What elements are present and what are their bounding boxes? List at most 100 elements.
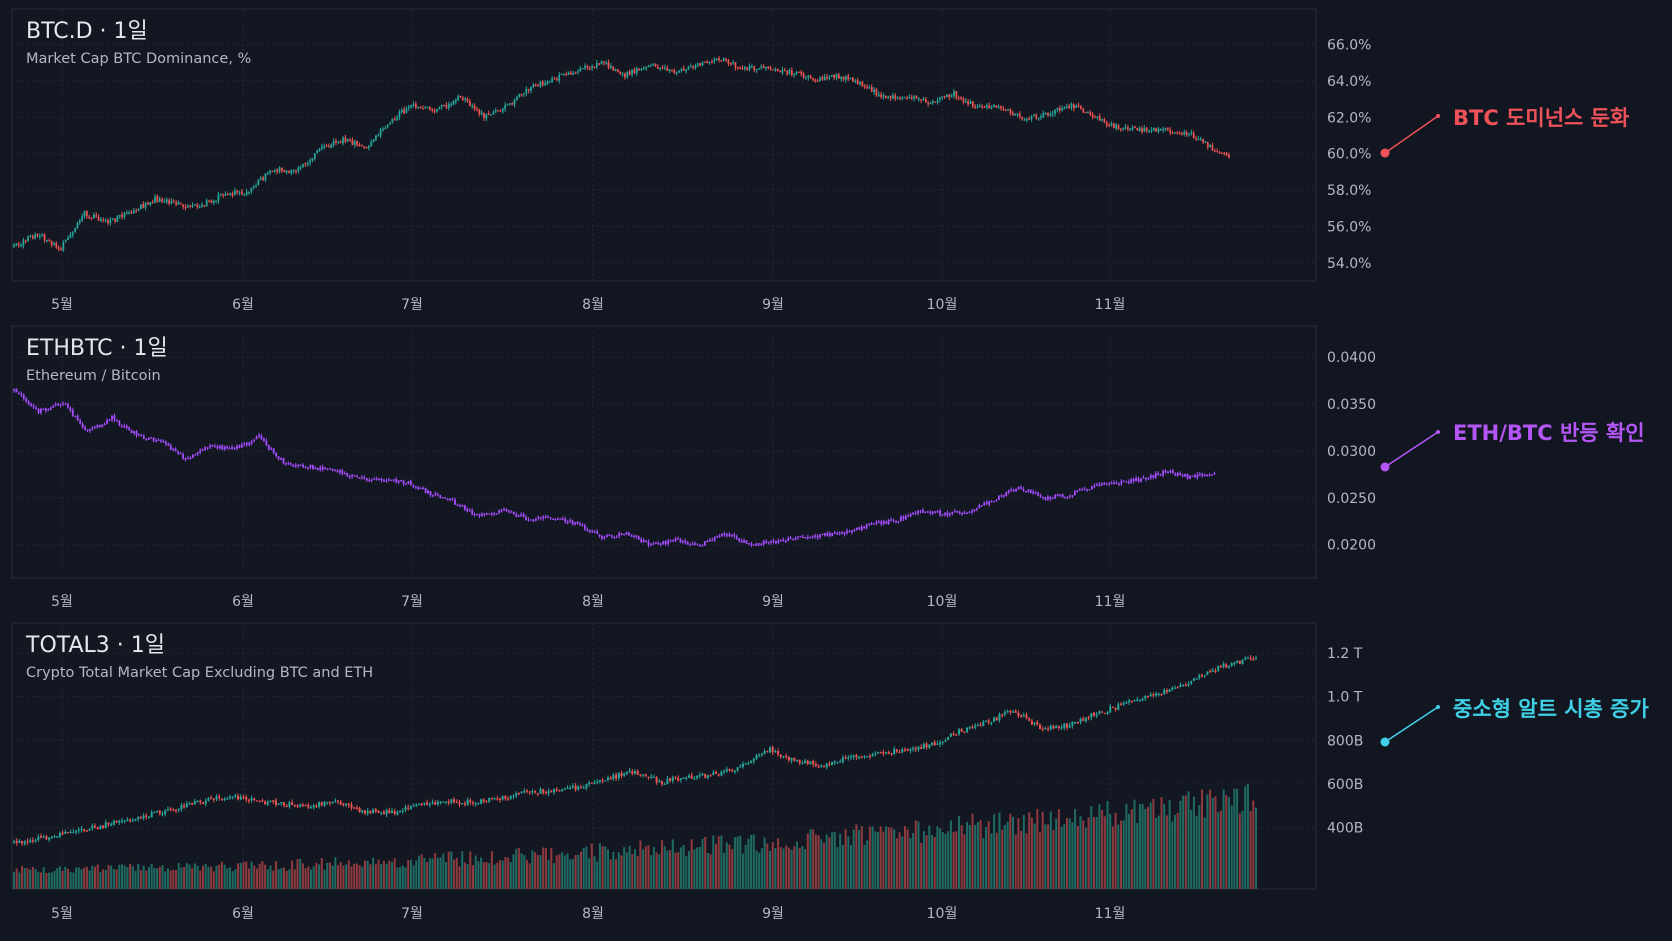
candle-body xyxy=(304,804,307,807)
volume-bar xyxy=(785,845,788,889)
candle-body xyxy=(365,147,368,149)
candle-body xyxy=(610,535,613,537)
candle-body xyxy=(577,786,580,790)
x-tick-label: 6월 xyxy=(232,906,254,922)
candle-body xyxy=(447,104,450,109)
volume-bar xyxy=(401,865,404,889)
candle-body xyxy=(25,398,28,402)
candle-body xyxy=(777,751,780,755)
candle-body xyxy=(1155,128,1157,132)
candle-body xyxy=(175,202,178,206)
candle-body xyxy=(510,511,513,513)
candle-body xyxy=(315,805,318,808)
btcd-x-axis: 5월 6월 7월 8월 9월 10월 11월 xyxy=(51,297,1125,313)
volume-bar xyxy=(1006,821,1009,889)
volume-bar xyxy=(250,861,253,889)
candle-body xyxy=(609,777,612,780)
volume-bar xyxy=(417,855,421,889)
ethbtc-pane[interactable]: ETHBTC · 1일 Ethereum / Bitcoin 0.04000.0… xyxy=(11,325,1376,610)
candle-body xyxy=(471,802,475,804)
volume-bar xyxy=(1063,824,1066,889)
candle-body xyxy=(1131,127,1134,130)
candle-body xyxy=(112,820,115,825)
y-tick-label: 62.0% xyxy=(1327,110,1371,126)
btcd-candles[interactable] xyxy=(13,56,1230,253)
candle-body xyxy=(102,825,105,829)
candle-body xyxy=(384,127,387,130)
candle-body xyxy=(125,425,128,428)
candle-body xyxy=(692,66,695,69)
candle-body xyxy=(156,196,159,202)
candle-body xyxy=(1211,474,1213,476)
volume-bar xyxy=(112,869,115,889)
candle-body xyxy=(1213,472,1216,475)
volume-bar xyxy=(558,854,561,889)
candle-body xyxy=(273,170,276,172)
candle-body xyxy=(1054,494,1057,499)
candle-body xyxy=(441,497,444,499)
candle-body xyxy=(1171,687,1174,690)
candle-body xyxy=(1197,139,1200,141)
candle-body xyxy=(960,729,963,732)
volume-bar xyxy=(582,847,585,889)
total3-pane[interactable]: TOTAL3 · 1일 Crypto Total Market Cap Excl… xyxy=(11,622,1363,922)
volume-bar xyxy=(237,863,240,889)
candle-body xyxy=(544,516,547,518)
candle-body xyxy=(563,73,565,75)
candle-body xyxy=(576,522,579,524)
candle-body xyxy=(285,463,287,465)
candle-body xyxy=(95,214,98,217)
volume-bar xyxy=(663,846,666,889)
volume-bar xyxy=(779,847,782,889)
candle-body xyxy=(341,470,344,474)
candle-body xyxy=(788,69,791,75)
volume-bar xyxy=(658,854,661,889)
candle-body xyxy=(1186,474,1189,479)
candle-body xyxy=(887,96,890,98)
volume-bar xyxy=(563,855,566,889)
candle-body xyxy=(1178,133,1181,135)
candle-body xyxy=(633,771,637,774)
candle-body xyxy=(1124,127,1127,129)
candle-body xyxy=(93,427,96,429)
candle-body xyxy=(182,204,185,207)
volume-bar xyxy=(1090,806,1093,889)
volume-bar xyxy=(650,855,653,889)
candle-body xyxy=(180,804,183,810)
volume-bar xyxy=(1101,810,1104,889)
candle-body xyxy=(532,519,535,522)
candle-body xyxy=(569,520,572,523)
volume-bar xyxy=(69,872,72,889)
candle-body xyxy=(187,205,189,208)
candle-body xyxy=(269,800,272,802)
candle-body xyxy=(110,824,113,826)
candle-body xyxy=(752,544,755,546)
volume-bar xyxy=(860,826,863,889)
candle-body xyxy=(442,801,445,803)
volume-bar xyxy=(431,858,434,889)
volume-bar xyxy=(901,836,904,889)
volume-bar xyxy=(277,869,280,889)
candle-body xyxy=(445,105,448,108)
candle-body xyxy=(75,830,78,833)
candle-body xyxy=(319,467,322,470)
candle-body xyxy=(1145,127,1148,131)
volume-bar xyxy=(639,840,642,889)
candle-body xyxy=(234,190,236,195)
volume-bar xyxy=(876,832,880,889)
candle-body xyxy=(1076,722,1079,724)
btcd-pane[interactable]: BTC.D · 1일 Market Cap BTC Dominance, % 6… xyxy=(11,8,1371,313)
candle-body xyxy=(1011,711,1015,713)
candle-body xyxy=(109,219,112,223)
ethbtc-candles[interactable] xyxy=(13,388,1216,548)
candle-body xyxy=(971,510,973,513)
volume-bar xyxy=(34,869,37,889)
candle-body xyxy=(708,540,711,542)
annotation-label: 중소형 알트 시총 증가 xyxy=(1453,697,1649,721)
total3-candles[interactable] xyxy=(12,655,1258,846)
volume-bar xyxy=(199,870,202,889)
candle-body xyxy=(876,752,880,754)
volume-bar xyxy=(974,825,977,889)
candle-body xyxy=(814,763,817,767)
